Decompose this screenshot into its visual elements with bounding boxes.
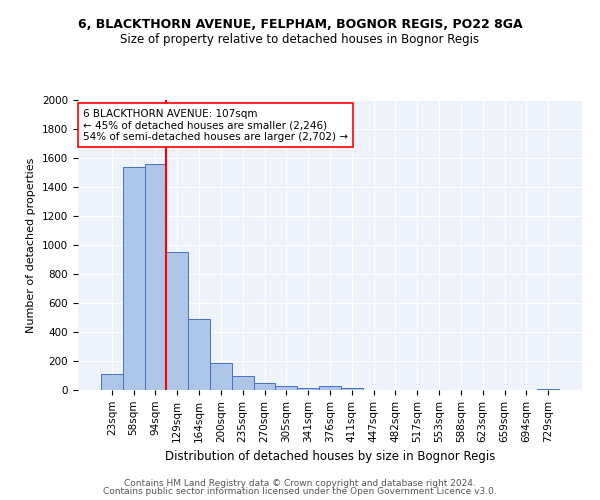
Bar [145, 164, 166, 390]
Text: Contains public sector information licensed under the Open Government Licence v3: Contains public sector information licen… [103, 487, 497, 496]
Y-axis label: Number of detached properties: Number of detached properties [26, 158, 37, 332]
X-axis label: Distribution of detached houses by size in Bognor Regis: Distribution of detached houses by size … [165, 450, 495, 463]
Bar [232, 376, 254, 390]
Text: Contains HM Land Registry data © Crown copyright and database right 2024.: Contains HM Land Registry data © Crown c… [124, 478, 476, 488]
Text: Size of property relative to detached houses in Bognor Regis: Size of property relative to detached ho… [121, 32, 479, 46]
Bar [210, 363, 232, 390]
Bar [123, 166, 145, 390]
Bar [101, 374, 123, 390]
Text: 6, BLACKTHORN AVENUE, FELPHAM, BOGNOR REGIS, PO22 8GA: 6, BLACKTHORN AVENUE, FELPHAM, BOGNOR RE… [77, 18, 523, 30]
Bar [166, 252, 188, 390]
Bar [188, 319, 210, 390]
Text: 6 BLACKTHORN AVENUE: 107sqm
← 45% of detached houses are smaller (2,246)
54% of : 6 BLACKTHORN AVENUE: 107sqm ← 45% of det… [83, 108, 348, 142]
Bar [319, 386, 341, 390]
Bar [254, 384, 275, 390]
Bar [297, 388, 319, 390]
Bar [537, 388, 559, 390]
Bar [275, 386, 297, 390]
Bar [341, 388, 363, 390]
